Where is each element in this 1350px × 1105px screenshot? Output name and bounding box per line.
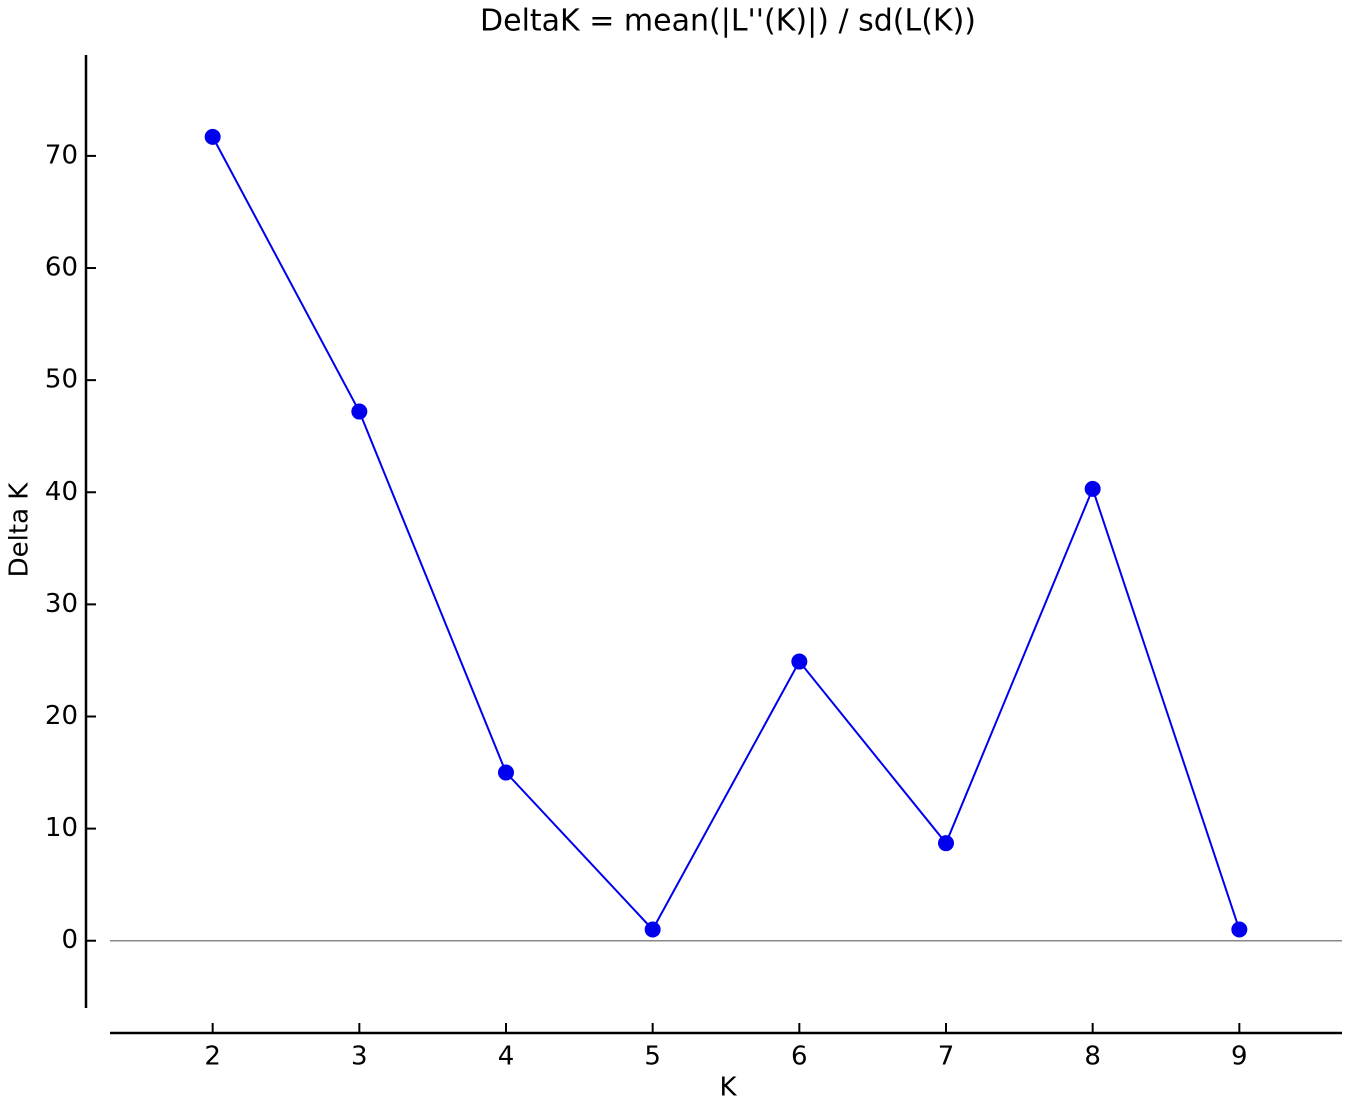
y-tick-label: 0: [61, 925, 78, 955]
x-tick-label: 8: [1084, 1042, 1101, 1072]
data-point: [498, 764, 514, 781]
y-tick-label: 40: [45, 477, 78, 507]
data-point: [644, 921, 661, 938]
data-line: [211, 136, 1241, 932]
y-tick-label: 50: [45, 365, 78, 395]
y-tick-label: 70: [45, 140, 78, 170]
chart-title: DeltaK = mean(|L''(K)|) / sd(L(K)): [480, 4, 976, 39]
x-tick-label: 6: [791, 1042, 808, 1072]
y-axis-label: Delta K: [5, 482, 35, 578]
data-point: [351, 403, 368, 420]
data-point: [938, 835, 954, 852]
x-tick-label: 7: [938, 1042, 955, 1072]
x-tick-label: 4: [498, 1042, 515, 1072]
data-point: [1231, 921, 1248, 938]
y-tick-label: 60: [45, 253, 78, 283]
data-point: [204, 128, 221, 145]
x-tick-label: 9: [1231, 1042, 1248, 1072]
x-tick-label: 5: [644, 1042, 661, 1072]
y-tick-label: 10: [45, 813, 78, 843]
x-tick-label: 3: [351, 1042, 368, 1072]
data-point: [791, 653, 808, 670]
data-point: [1084, 480, 1101, 497]
y-tick-label: 30: [45, 589, 78, 619]
x-axis-label: K: [719, 1073, 737, 1103]
x-tick-label: 2: [204, 1042, 221, 1072]
y-tick-label: 20: [45, 701, 78, 731]
